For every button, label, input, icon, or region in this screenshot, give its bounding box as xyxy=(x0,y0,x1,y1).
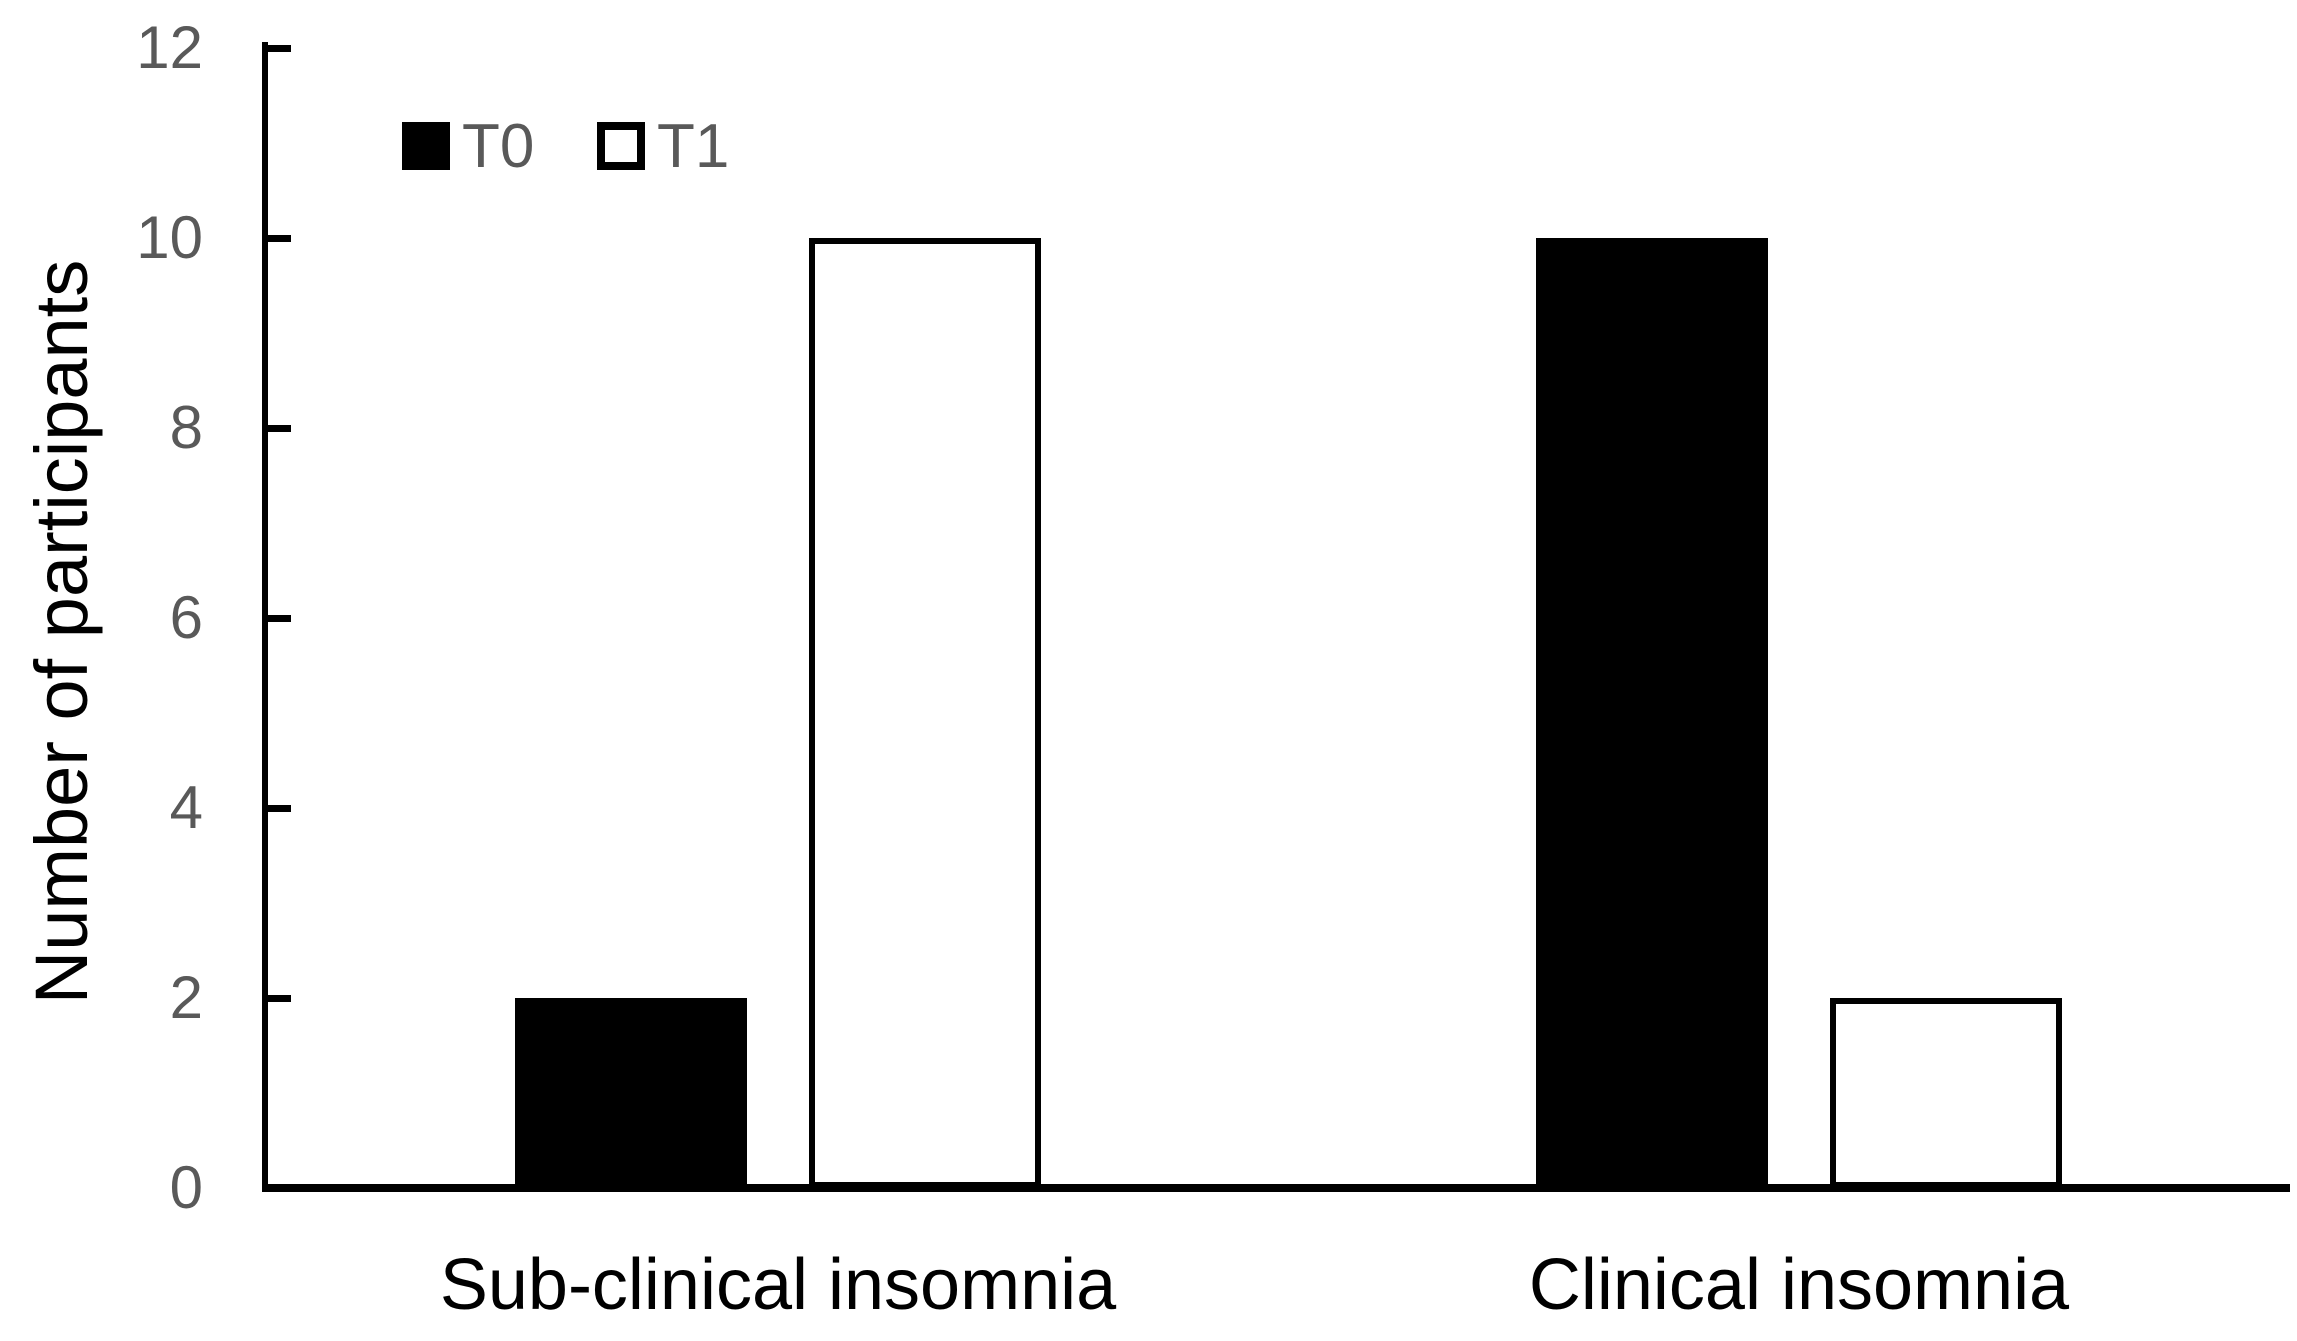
y-tick-label-2: 2 xyxy=(169,964,203,1031)
legend-label-t0: T0 xyxy=(462,112,535,181)
bar-t1-sub-clinical-insomnia xyxy=(809,238,1041,1188)
legend-swatch-t0 xyxy=(402,122,450,170)
y-tick-mark-6 xyxy=(268,615,291,622)
y-tick-label-6: 6 xyxy=(169,584,203,651)
y-tick-label-8: 8 xyxy=(169,394,203,461)
y-tick-label-4: 4 xyxy=(169,774,203,841)
y-tick-mark-10 xyxy=(268,235,291,242)
y-tick-label-12: 12 xyxy=(136,14,203,81)
bar-t1-clinical-insomnia xyxy=(1830,998,2062,1188)
bar-t0-sub-clinical-insomnia xyxy=(515,998,747,1188)
bar-t0-clinical-insomnia xyxy=(1536,238,1768,1188)
y-tick-label-0: 0 xyxy=(169,1154,203,1221)
x-axis-line xyxy=(262,1184,2290,1192)
x-axis-label-clinical-insomnia: Clinical insomnia xyxy=(1528,1245,2070,1325)
y-axis-line xyxy=(262,42,268,1192)
legend-label-t1: T1 xyxy=(657,112,730,181)
x-axis-label-sub-clinical-insomnia: Sub-clinical insomnia xyxy=(439,1245,1117,1325)
y-tick-mark-2 xyxy=(268,995,291,1002)
y-tick-mark-4 xyxy=(268,805,291,812)
legend-swatch-t1 xyxy=(597,122,645,170)
y-tick-mark-12 xyxy=(268,45,291,52)
y-tick-label-10: 10 xyxy=(136,204,203,271)
y-tick-mark-8 xyxy=(268,425,291,432)
